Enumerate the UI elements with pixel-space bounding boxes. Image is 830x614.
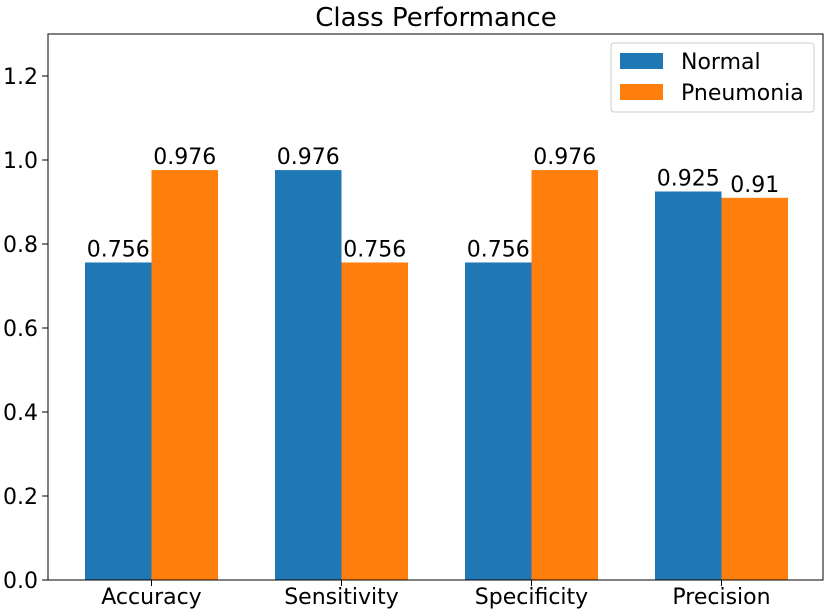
x-axis: Accuracy Sensitivity Specificity Precision [101, 580, 771, 610]
plot-frame [47, 33, 824, 581]
bar-normal-sensitivity [275, 170, 342, 580]
bar-label-normal-specificity: 0.756 [467, 237, 530, 262]
legend-label-pneumonia: Pneumonia [681, 81, 804, 106]
bar-label-normal-precision: 0.925 [657, 167, 720, 192]
legend-label-normal: Normal [681, 50, 761, 75]
x-tick-label-specificity: Specificity [475, 585, 588, 610]
y-tick-label: 0.4 [3, 401, 38, 426]
y-tick-label: 0.0 [3, 569, 38, 594]
y-tick-label: 0.2 [3, 485, 38, 510]
bar-label-normal-accuracy: 0.756 [87, 237, 150, 262]
y-tick-label: 0.8 [3, 233, 38, 258]
bars-layer [85, 170, 788, 581]
legend: Normal Pneumonia [610, 42, 815, 113]
bar-label-pneumonia-accuracy: 0.976 [153, 145, 216, 170]
bar-label-pneumonia-precision: 0.91 [730, 173, 779, 198]
x-tick-label-sensitivity: Sensitivity [284, 585, 399, 610]
bar-normal-specificity [465, 262, 532, 580]
bar-pneumonia-sensitivity [341, 262, 408, 580]
y-tick-label: 1.0 [3, 149, 38, 174]
bar-label-pneumonia-specificity: 0.976 [533, 145, 596, 170]
bar-normal-accuracy [85, 262, 152, 580]
bar-label-pneumonia-sensitivity: 0.756 [343, 237, 406, 262]
bar-pneumonia-precision [721, 197, 788, 581]
chart-title: Class Performance [315, 3, 556, 33]
x-tick-label-accuracy: Accuracy [101, 585, 201, 610]
bar-normal-precision [655, 191, 722, 580]
legend-swatch-normal [620, 53, 663, 69]
bar-labels-layer: 0.756 0.976 0.976 0.756 0.756 0.976 0.925 0.91 [87, 145, 779, 262]
y-axis: 0.0 0.2 0.4 0.6 0.8 1.0 1.2 [3, 65, 48, 594]
bar-label-normal-sensitivity: 0.976 [277, 145, 340, 170]
bar-pneumonia-specificity [531, 170, 598, 580]
x-tick-label-precision: Precision [672, 585, 770, 610]
bar-pneumonia-accuracy [151, 170, 218, 580]
y-tick-label: 0.6 [3, 317, 38, 342]
y-tick-label: 1.2 [3, 65, 38, 90]
legend-swatch-pneumonia [620, 84, 663, 100]
